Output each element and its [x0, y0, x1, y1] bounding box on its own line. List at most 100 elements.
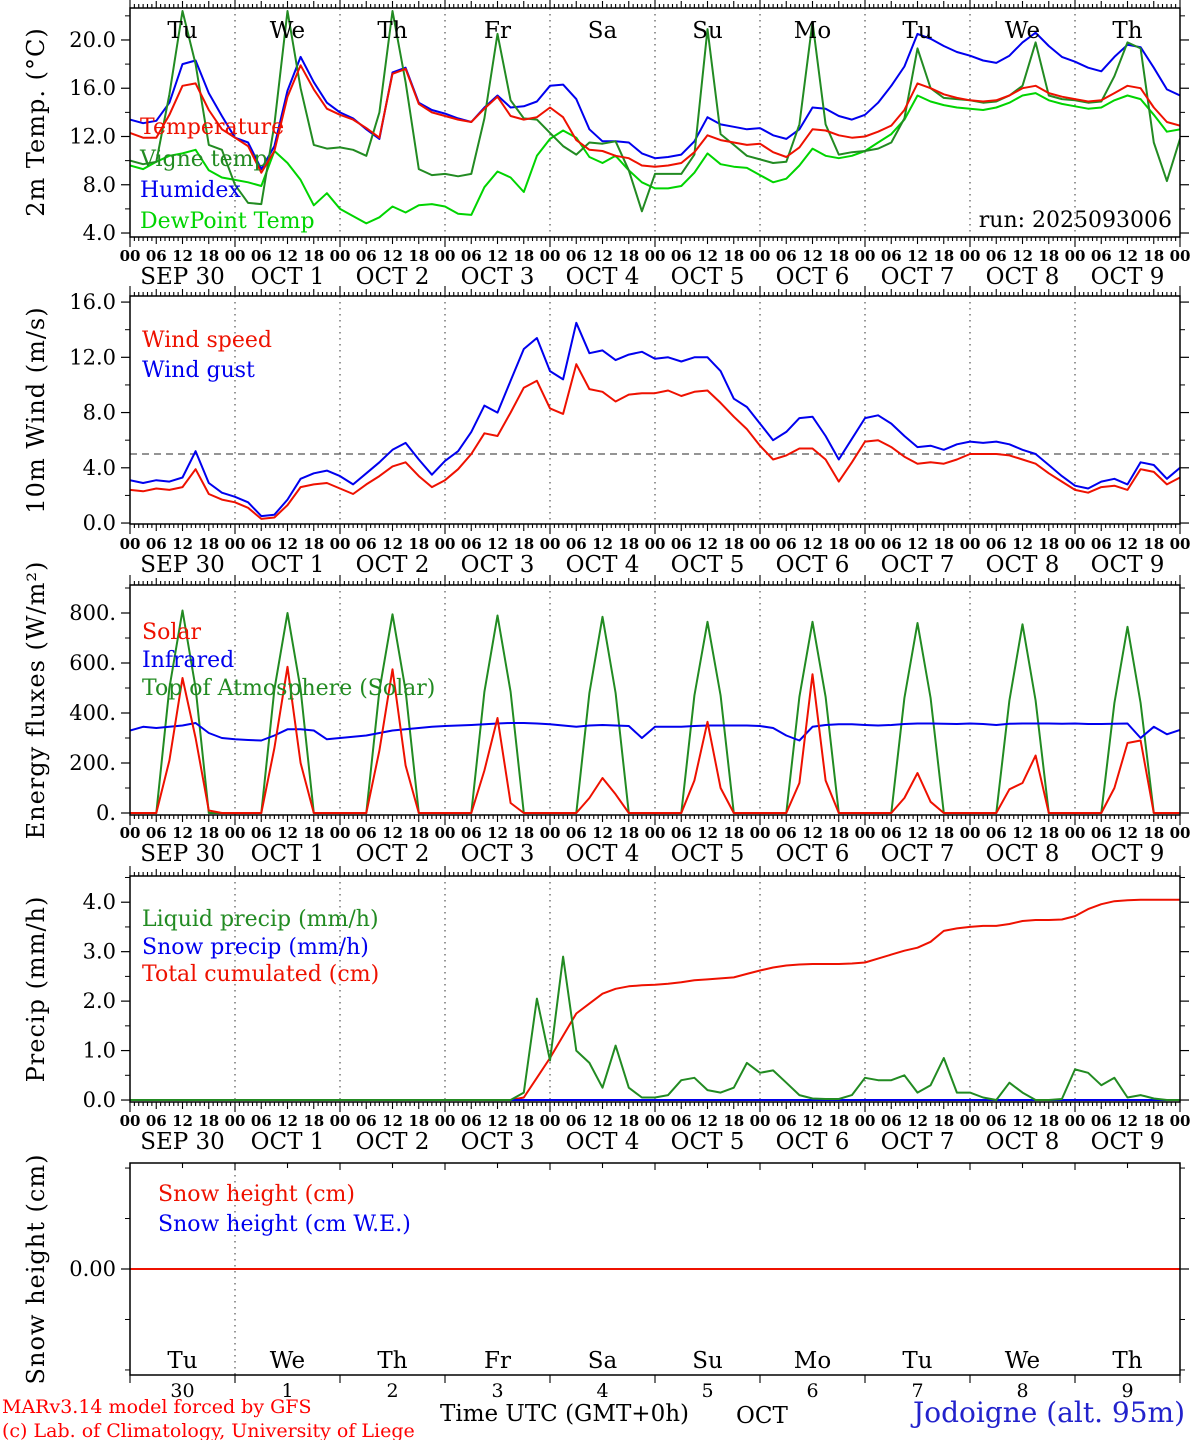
- hour-tick-label: 00: [435, 824, 456, 842]
- hour-tick-label: 18: [408, 1112, 429, 1130]
- date-label: OCT 9: [1091, 552, 1165, 578]
- hour-tick-label: 12: [1012, 247, 1033, 265]
- y-tick-label: 3.0: [83, 940, 116, 964]
- y-tick-label: 2.0: [83, 989, 116, 1013]
- y-tick-label: 8.0: [83, 173, 116, 197]
- y-tick-label: 4.0: [83, 221, 116, 245]
- date-label: OCT 5: [671, 841, 745, 867]
- hour-tick-label: 06: [881, 1112, 902, 1130]
- legend-temperature: Temperature: [140, 115, 285, 140]
- hour-tick-label: 12: [1117, 1112, 1138, 1130]
- model-credit-line: MARv3.14 model forced by GFS: [2, 1396, 312, 1418]
- hour-tick-label: 18: [1038, 247, 1059, 265]
- hour-tick-label: 00: [1170, 247, 1191, 265]
- hour-tick-label: 06: [1091, 535, 1112, 553]
- hour-tick-label: 12: [1117, 535, 1138, 553]
- day-number-label: 5: [701, 1380, 713, 1402]
- y-axis-title-wind: 10m Wind (m/s): [22, 306, 50, 514]
- hour-tick-label: 12: [697, 535, 718, 553]
- day-number-label: 6: [806, 1380, 818, 1402]
- series-wind-speed-line: [130, 363, 1180, 520]
- hour-tick-label: 12: [697, 824, 718, 842]
- weekday-label-th: Th: [377, 18, 407, 44]
- date-label: OCT 9: [1091, 841, 1165, 867]
- hour-tick-label: 12: [382, 247, 403, 265]
- hour-tick-label: 00: [120, 535, 141, 553]
- hour-tick-label: 00: [960, 1112, 981, 1130]
- hour-tick-label: 00: [435, 535, 456, 553]
- day-number-label: 9: [1121, 1380, 1133, 1402]
- y-tick-label: 4.0: [83, 890, 116, 914]
- date-label: OCT 6: [776, 264, 850, 290]
- series-infrared-line: [130, 722, 1180, 742]
- hour-tick-label: 12: [697, 1112, 718, 1130]
- hour-tick-label: 18: [513, 1112, 534, 1130]
- hour-tick-label: 12: [592, 247, 613, 265]
- date-label: OCT 2: [356, 1129, 430, 1155]
- y-axis-title-temperature: 2m Temp. (°C): [22, 27, 50, 217]
- run-label: run: 2025093006: [978, 208, 1172, 233]
- date-label: SEP 30: [140, 552, 225, 578]
- hour-tick-label: 18: [408, 247, 429, 265]
- hour-tick-label: 12: [592, 824, 613, 842]
- hour-tick-label: 12: [1012, 824, 1033, 842]
- hour-tick-label: 00: [750, 535, 771, 553]
- hour-tick-label: 06: [251, 535, 272, 553]
- hour-tick-label: 06: [671, 824, 692, 842]
- hour-tick-label: 00: [225, 1112, 246, 1130]
- hour-tick-label: 18: [723, 824, 744, 842]
- hour-tick-label: 06: [986, 1112, 1007, 1130]
- y-tick-label: 0.0: [83, 511, 116, 535]
- legend-wind-speed: Wind speed: [142, 328, 273, 353]
- hour-tick-label: 00: [120, 1112, 141, 1130]
- hour-tick-label: 12: [277, 824, 298, 842]
- hour-tick-label: 12: [907, 535, 928, 553]
- hour-tick-label: 18: [828, 1112, 849, 1130]
- hour-tick-label: 00: [645, 824, 666, 842]
- hour-tick-label: 06: [566, 1112, 587, 1130]
- hour-tick-label: 00: [645, 247, 666, 265]
- hour-tick-label: 12: [277, 247, 298, 265]
- date-label: OCT 3: [461, 841, 535, 867]
- hour-tick-label: 00: [330, 1112, 351, 1130]
- hour-tick-label: 00: [435, 1112, 456, 1130]
- hour-tick-label: 12: [907, 1112, 928, 1130]
- hour-tick-label: 06: [251, 247, 272, 265]
- weekday-label-fr: Fr: [484, 18, 511, 44]
- hour-tick-label: 18: [198, 247, 219, 265]
- hour-tick-label: 18: [618, 824, 639, 842]
- legend-total-cumulated: Total cumulated (cm): [142, 962, 380, 987]
- date-label: OCT 9: [1091, 1129, 1165, 1155]
- hour-tick-label: 00: [1170, 1112, 1191, 1130]
- hour-tick-label: 12: [802, 1112, 823, 1130]
- hour-tick-label: 18: [513, 824, 534, 842]
- hour-tick-label: 12: [1117, 824, 1138, 842]
- hour-tick-label: 12: [487, 535, 508, 553]
- date-label: OCT 4: [566, 552, 640, 578]
- hour-tick-label: 12: [592, 535, 613, 553]
- hour-tick-label: 12: [172, 535, 193, 553]
- hour-tick-label: 06: [1091, 824, 1112, 842]
- date-label: OCT 3: [461, 1129, 535, 1155]
- day-number-label: 30: [170, 1380, 194, 1402]
- date-label: OCT 5: [671, 1129, 745, 1155]
- month-label: OCT: [736, 1403, 788, 1429]
- hour-tick-label: 12: [907, 247, 928, 265]
- hour-tick-label: 18: [1143, 247, 1164, 265]
- weekday-label-mo: Mo: [794, 1348, 831, 1374]
- y-tick-label: 800.: [69, 601, 116, 625]
- date-label: OCT 6: [776, 1129, 850, 1155]
- date-label: OCT 1: [251, 552, 325, 578]
- y-tick-label: 400.: [69, 701, 116, 725]
- y-tick-label: 16.0: [69, 76, 116, 100]
- hour-tick-label: 12: [1117, 247, 1138, 265]
- day-number-label: 8: [1016, 1380, 1028, 1402]
- series-dewpoint-temp-line: [130, 92, 1180, 225]
- hour-tick-label: 00: [960, 824, 981, 842]
- hour-tick-label: 06: [671, 1112, 692, 1130]
- hour-tick-label: 18: [198, 535, 219, 553]
- hour-tick-label: 06: [251, 1112, 272, 1130]
- weekday-label-su: Su: [692, 18, 723, 44]
- y-tick-label: 1.0: [83, 1039, 116, 1063]
- hour-tick-label: 06: [146, 247, 167, 265]
